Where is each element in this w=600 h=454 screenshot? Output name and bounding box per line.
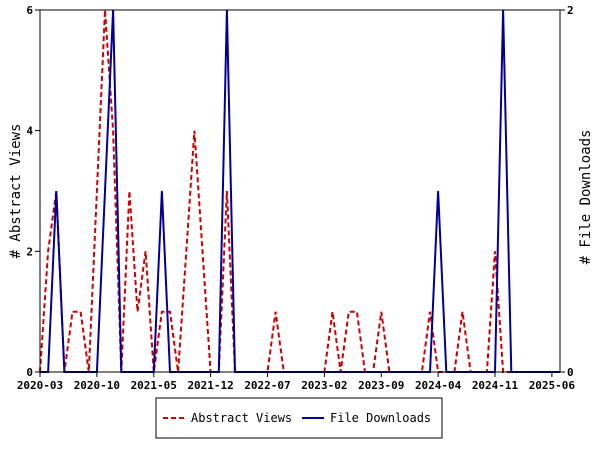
y-right-tick-label: 0 <box>567 366 574 379</box>
x-axis: 2020-03 2020-10 2021-05 2021-12 2022-07 2023-… <box>17 372 576 392</box>
series-line-file-downloads <box>40 9 560 373</box>
x-tick-label: 2023-09 <box>358 379 404 392</box>
plot-series <box>39 9 560 373</box>
plot-frame <box>39 9 561 373</box>
x-tick-label: 2021-12 <box>187 379 233 392</box>
x-tick-label: 2020-10 <box>74 379 120 392</box>
x-tick-label: 2025-06 <box>529 379 576 392</box>
x-tick-label: 2024-04 <box>415 379 462 392</box>
y-left-tick-label: 6 <box>26 4 33 17</box>
x-tick-label: 2024-11 <box>472 379 519 392</box>
y-left-tick-label: 4 <box>26 125 33 138</box>
y-right-tick-label: 2 <box>567 4 574 17</box>
x-tick-label: 2021-05 <box>131 379 177 392</box>
y-axis-right-title: # File Downloads <box>578 130 594 265</box>
x-tick-label: 2020-03 <box>17 379 63 392</box>
x-tick-label: 2023-02 <box>301 379 347 392</box>
x-tick-label: 2022-07 <box>244 379 290 392</box>
y-axis-right: 02 <box>560 4 574 379</box>
legend-box <box>155 397 443 439</box>
legend-label-abstract-views: Abstract Views <box>191 411 292 425</box>
y-left-tick-label: 0 <box>26 366 33 379</box>
y-left-tick-label: 2 <box>26 245 33 258</box>
legend: Abstract Views File Downloads <box>155 397 443 439</box>
legend-label-file-downloads: File Downloads <box>330 411 431 425</box>
y-axis-left: 0 2 4 6 <box>26 4 40 379</box>
y-axis-left-title: # Abstract Views <box>8 124 24 259</box>
